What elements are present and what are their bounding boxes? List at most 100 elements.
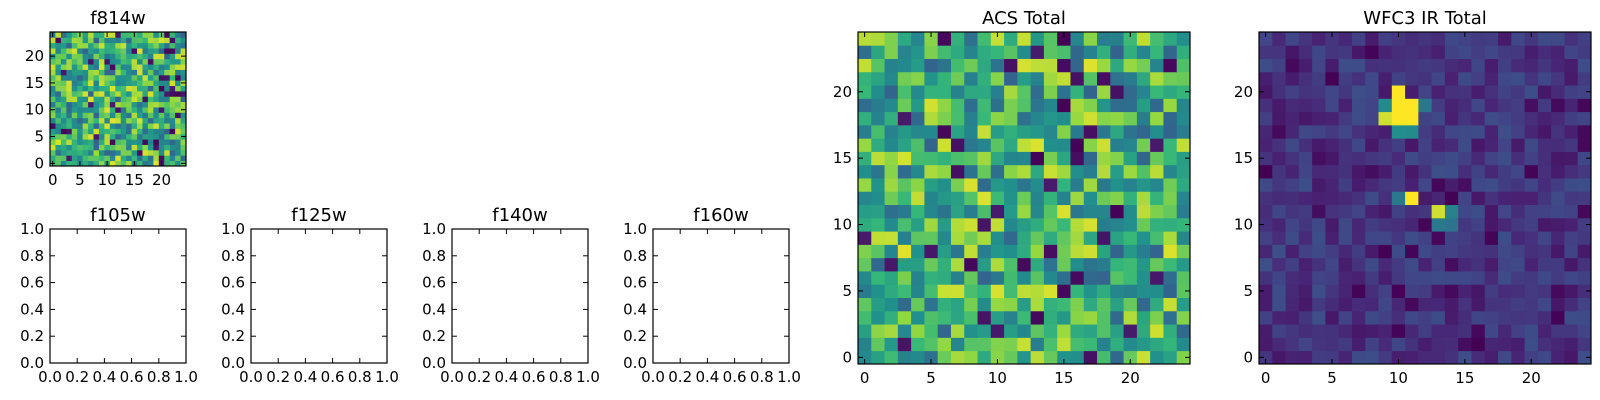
heatmap-cell: [115, 85, 122, 92]
heatmap-cell: [1298, 231, 1313, 245]
heatmap-cell: [1259, 337, 1273, 352]
heatmap-cell: [1431, 71, 1446, 86]
heatmap-cell: [1312, 111, 1326, 126]
heatmap-cell: [1272, 350, 1286, 365]
heatmap-cell: [175, 69, 181, 76]
heatmap-cell: [964, 257, 978, 272]
heatmap-cell: [1564, 111, 1579, 126]
heatmap-cell: [104, 117, 111, 124]
heatmap-cell: [1312, 191, 1326, 206]
heatmap-cell: [142, 48, 149, 54]
heatmap-cell: [964, 271, 978, 285]
heatmap-cell: [93, 160, 100, 167]
heatmap-cell: [169, 85, 176, 92]
heatmap-cell: [1176, 310, 1191, 325]
heatmap-cell: [1176, 124, 1191, 139]
heatmap-cell: [1163, 58, 1178, 73]
heatmap-cell: [1391, 310, 1406, 325]
heatmap-cell: [153, 133, 160, 140]
heatmap-cell: [1391, 85, 1406, 99]
heatmap-cell: [153, 144, 160, 151]
heatmap-cell: [924, 231, 939, 245]
heatmap-cell: [71, 53, 78, 60]
heatmap-cell: [104, 144, 111, 151]
heatmap-cell: [142, 96, 149, 103]
heatmap-cell: [1017, 85, 1032, 99]
heatmap-cell: [1471, 324, 1486, 338]
heatmap-cell: [1176, 217, 1191, 232]
y-tick-label: 20: [1234, 83, 1253, 101]
x-tick-label: 1.0: [777, 368, 801, 386]
heatmap-cell: [1338, 45, 1353, 59]
heatmap-cell: [1524, 271, 1539, 285]
heatmap-cell: [169, 160, 176, 167]
heatmap-cell: [871, 257, 885, 272]
heatmap-cell: [1176, 191, 1191, 206]
heatmap-cell: [180, 64, 187, 70]
heatmap-cell: [153, 149, 160, 156]
heatmap-cell: [911, 324, 925, 338]
heatmap-cell: [1030, 271, 1045, 285]
heatmap-cell: [911, 111, 925, 126]
heatmap-cell: [126, 80, 132, 86]
heatmap-cell: [1030, 178, 1045, 192]
heatmap-cell: [60, 74, 67, 81]
heatmap-cell: [77, 101, 84, 108]
heatmap-cell: [858, 244, 872, 259]
heatmap-cell: [169, 58, 176, 65]
heatmap-cell: [88, 69, 94, 76]
heatmap-cell: [1004, 98, 1018, 113]
heatmap-cell: [1537, 164, 1552, 179]
heatmap-cell: [1391, 71, 1406, 86]
heatmap-cell: [1551, 191, 1565, 206]
heatmap-cell: [1471, 58, 1486, 73]
heatmap-cell: [104, 80, 111, 86]
heatmap-cell: [990, 204, 1005, 219]
heatmap-cell: [1057, 85, 1071, 99]
heatmap-cell: [137, 139, 143, 145]
heatmap-cell: [131, 144, 138, 151]
y-tick-label: 0.0: [422, 354, 446, 372]
heatmap-cell: [180, 149, 187, 156]
x-tick-label: 15: [125, 171, 144, 189]
heatmap-cell: [858, 204, 872, 219]
heatmap-cell: [1551, 257, 1565, 272]
heatmap-cell: [98, 90, 105, 97]
heatmap-cell: [180, 58, 187, 65]
heatmap-cell: [1418, 164, 1433, 179]
heatmap-cell: [1498, 138, 1512, 152]
heatmap-cell: [897, 124, 912, 139]
heatmap-cell: [1405, 337, 1419, 352]
heatmap-cell: [60, 160, 67, 167]
heatmap-cell: [1017, 271, 1032, 285]
subplot-title: ACS Total: [982, 8, 1066, 29]
heatmap-cell: [55, 32, 62, 38]
heatmap-cell: [1325, 58, 1340, 73]
x-tick-label: 0.6: [120, 368, 144, 386]
heatmap-cell: [1551, 217, 1565, 232]
heatmap-cell: [964, 151, 978, 166]
heatmap-cell: [1004, 337, 1018, 352]
heatmap-cell: [82, 144, 89, 151]
heatmap-cell: [1577, 58, 1592, 73]
heatmap-cell: [1498, 244, 1512, 259]
heatmap-cell: [871, 124, 885, 139]
heatmap-cell: [109, 117, 116, 124]
heatmap-cell: [1484, 337, 1499, 352]
heatmap-cell: [1484, 71, 1499, 86]
heatmap-cell: [109, 69, 116, 76]
heatmap-cell: [180, 96, 187, 103]
heatmap-cell: [1150, 32, 1164, 46]
heatmap-cell: [1365, 45, 1379, 59]
heatmap-cell: [897, 284, 912, 298]
heatmap-cell: [1070, 124, 1085, 139]
heatmap-cell: [126, 48, 132, 54]
heatmap-cell: [964, 138, 978, 152]
heatmap-cell: [1312, 244, 1326, 259]
heatmap-cell: [153, 139, 160, 145]
y-tick-label: 0.6: [623, 274, 647, 292]
heatmap-cell: [858, 297, 872, 312]
heatmap-cell: [1405, 204, 1419, 219]
heatmap-cell: [1285, 217, 1300, 232]
heatmap-cell: [1524, 71, 1539, 86]
